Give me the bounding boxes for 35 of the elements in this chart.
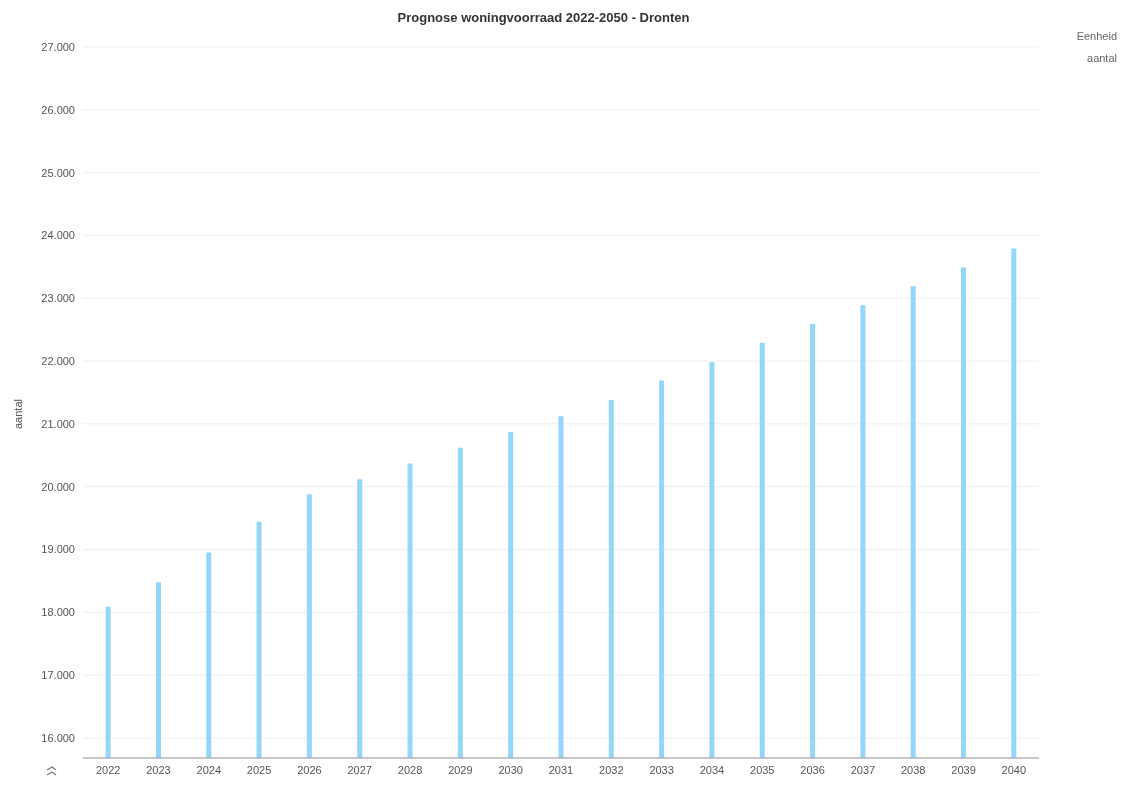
x-tick-label: 2032	[599, 763, 624, 776]
x-tick-label: 2033	[649, 763, 674, 776]
text: Eenheid	[1076, 30, 1117, 42]
x-tick-label: 2035	[750, 763, 775, 776]
x-tick-label: 2026	[297, 763, 322, 776]
y-tick-label: 23.000	[41, 292, 75, 305]
x-tick-label: 2034	[699, 763, 725, 776]
x-tick-label: 2031	[548, 763, 574, 776]
y-tick-label: 24.000	[41, 229, 75, 242]
y-tick-label: 26.000	[41, 103, 75, 116]
x-tick-label: 2030	[498, 763, 523, 776]
y-tick-label: 22.000	[41, 354, 75, 367]
text: aantal	[1087, 52, 1117, 64]
y-tick-label: 18.000	[41, 606, 75, 619]
y-tick-label: 21.000	[41, 417, 75, 430]
x-tick-label: 2024	[196, 763, 222, 776]
x-tick-label: 2038	[900, 763, 926, 776]
y-tick-label: 27.000	[41, 40, 75, 53]
y-tick-label: 16.000	[41, 731, 75, 744]
x-tick-label: 2036	[800, 763, 825, 776]
x-tick-label: 2023	[146, 763, 171, 776]
y-tick-label: 20.000	[41, 480, 75, 493]
x-tick-label: 2040	[1001, 763, 1027, 776]
x-tick-label: 2029	[448, 763, 473, 776]
x-tick-label: 2028	[397, 763, 423, 776]
x-tick-label: 2037	[850, 763, 876, 776]
x-tick-label: 2039	[951, 763, 976, 776]
x-tick-label: 2027	[347, 763, 372, 776]
y-tick-label: 25.000	[41, 166, 75, 179]
y-tick-label: 17.000	[41, 669, 75, 681]
chart-title: Prognose woningvoorraad 2022-2050 - Dronten	[396, 10, 691, 25]
x-tick-label: 2025	[246, 763, 272, 776]
y-axis-title: aantal	[12, 398, 24, 431]
x-tick-label: 2022	[95, 763, 121, 776]
y-tick-label: 19.000	[41, 543, 75, 556]
